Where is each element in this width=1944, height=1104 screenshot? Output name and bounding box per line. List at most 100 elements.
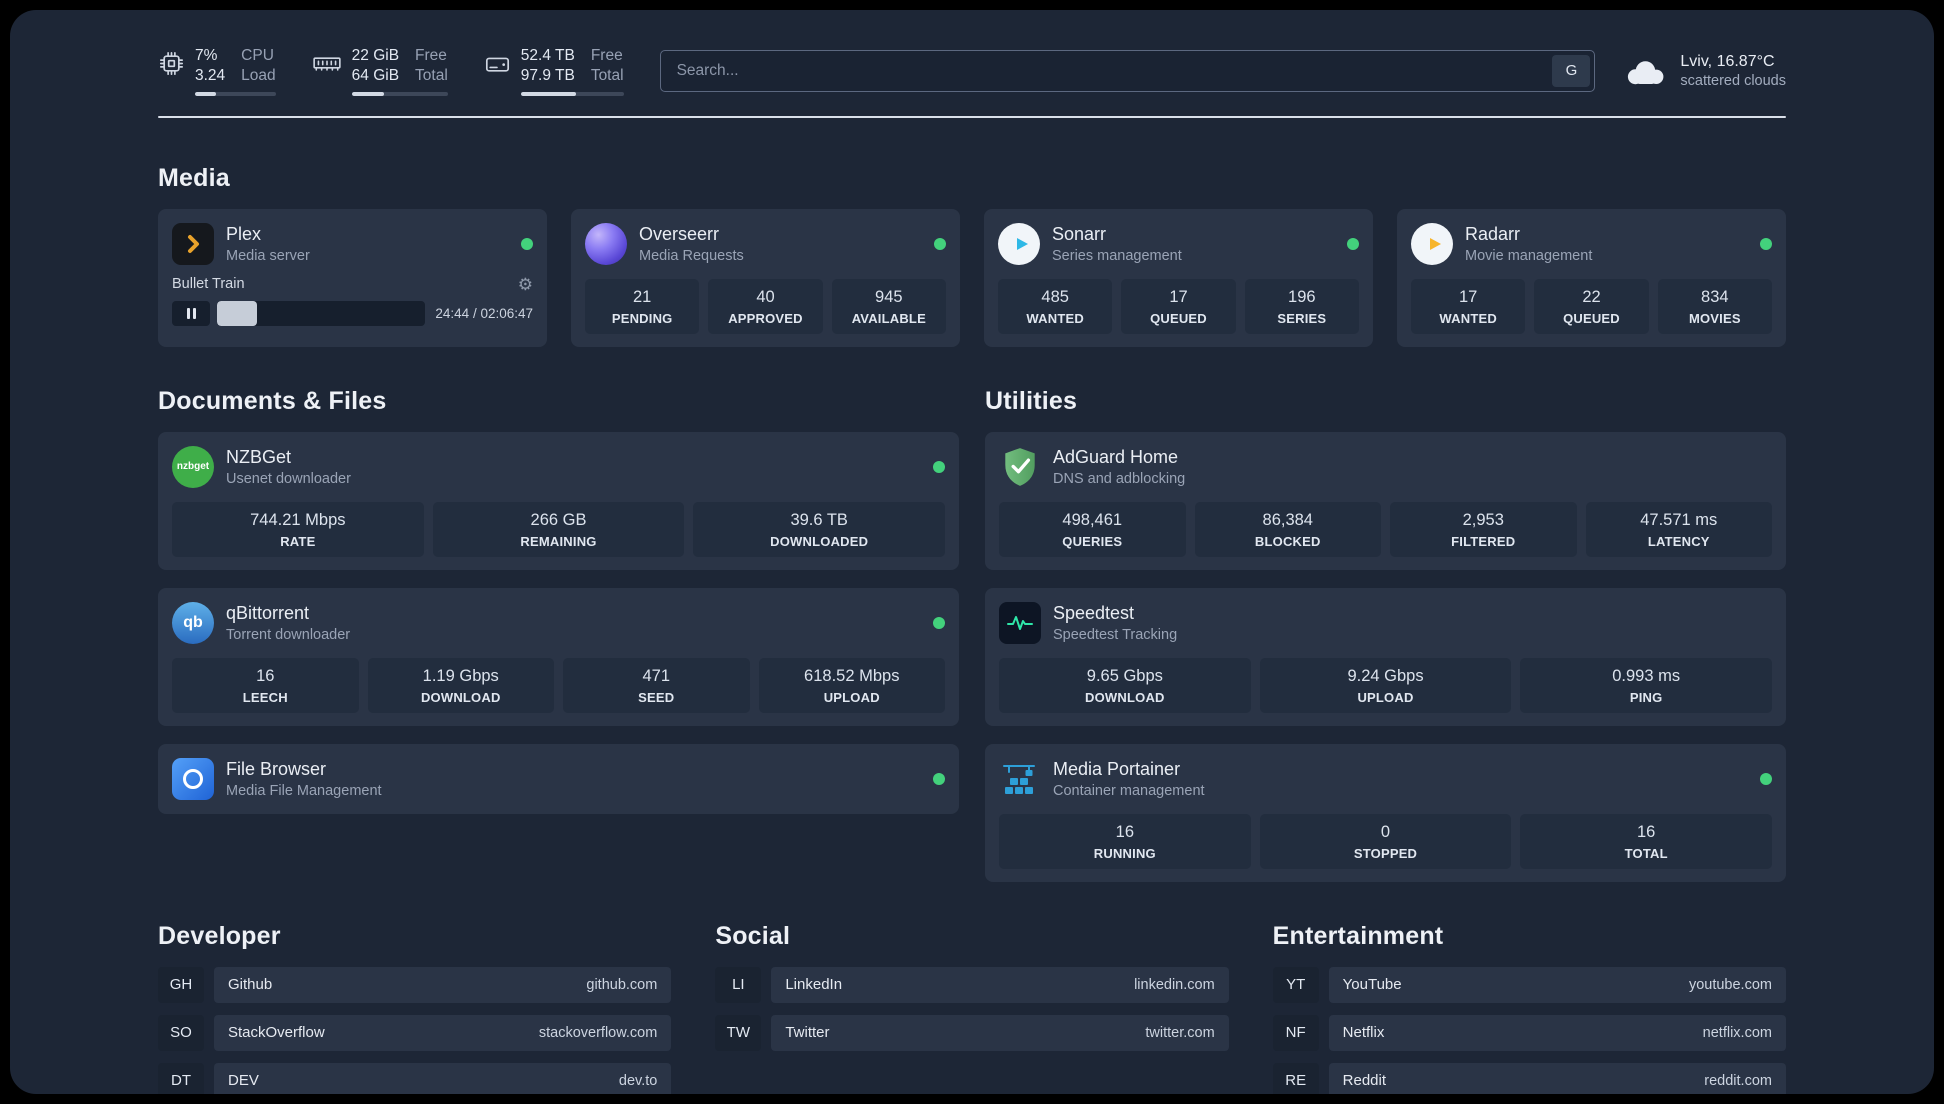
section-documents: Documents & Files nzbget NZBGet Usenet d… [158, 387, 959, 814]
bookmark-youtube[interactable]: YT YouTube youtube.com [1272, 966, 1786, 1003]
plex-icon [172, 222, 214, 265]
radarr-icon [1411, 222, 1453, 265]
bookmark-link[interactable]: LinkedIn linkedin.com [771, 966, 1229, 1003]
cpu-widget: 7% 3.24 CPU Load [158, 46, 276, 96]
stat-tile: 22 QUEUED [1534, 278, 1649, 334]
speedtest-icon [999, 601, 1041, 644]
bookmark-abbr: GH [158, 966, 204, 1003]
topbar-divider [158, 115, 1786, 118]
settings-gear-icon[interactable]: ⚙ [517, 274, 533, 294]
bookmark-abbr: SO [158, 1014, 204, 1051]
bookmark-github[interactable]: GH Github github.com [158, 966, 672, 1003]
stat-tile: 0 STOPPED [1259, 813, 1512, 869]
disk-icon [485, 57, 509, 72]
cpu-values: 7% 3.24 [195, 47, 226, 85]
bookmark-abbr: NF [1272, 1014, 1319, 1051]
cpu-progress-bar [195, 91, 276, 96]
card-qbittorrent[interactable]: qb qBittorrent Torrent downloader 16 LEEC… [158, 587, 959, 726]
pause-button[interactable] [172, 300, 210, 326]
bookmark-reddit[interactable]: RE Reddit reddit.com [1272, 1062, 1786, 1094]
search-bar: G [659, 49, 1596, 92]
card-plex[interactable]: Plex Media server Bullet Train ⚙ 24:44 /… [158, 208, 547, 347]
dashboard-content: 7% 3.24 CPU Load [10, 10, 1934, 1094]
stat-tile: 618.52 Mbps UPLOAD [758, 657, 945, 713]
stat-tile: 9.24 Gbps UPLOAD [1259, 657, 1512, 713]
filebrowser-icon [172, 757, 214, 800]
service-subtitle: Movie management [1465, 247, 1593, 264]
bookmark-link[interactable]: Github github.com [214, 966, 672, 1003]
stat-tile: 17 WANTED [1411, 278, 1526, 334]
search-input[interactable] [659, 49, 1596, 92]
stat-tile: 16 TOTAL [1520, 813, 1773, 869]
service-name: Speedtest [1053, 602, 1135, 623]
search-provider-button[interactable]: G [1552, 54, 1591, 87]
card-speedtest[interactable]: Speedtest Speedtest Tracking 9.65 Gbps DO… [985, 587, 1786, 726]
card-filebrowser[interactable]: File Browser Media File Management [158, 743, 959, 814]
bookmark-link[interactable]: Reddit reddit.com [1328, 1062, 1786, 1094]
service-subtitle: Media Requests [639, 247, 744, 264]
stat-tile: 2,953 FILTERED [1390, 501, 1577, 557]
stat-tile: 40 APPROVED [708, 278, 823, 334]
card-adguard[interactable]: AdGuard Home DNS and adblocking 498,461 Q… [985, 431, 1786, 570]
stat-tile: 744.21 Mbps RATE [172, 501, 424, 557]
service-name: Media Portainer [1053, 758, 1181, 779]
weather-location: Lviv, 16.87°C [1680, 52, 1775, 70]
stat-tile: 266 GB REMAINING [432, 501, 685, 557]
card-nzbget[interactable]: nzbget NZBGet Usenet downloader 744.21 M… [158, 431, 959, 570]
cloud-icon [1628, 61, 1664, 85]
card-portainer[interactable]: Media Portainer Container management 16 R… [985, 743, 1786, 882]
card-sonarr[interactable]: Sonarr Series management 485 WANTED 17 QUE… [984, 208, 1373, 347]
stat-tile: 834 MOVIES [1657, 278, 1772, 334]
dashboard-frame: 7% 3.24 CPU Load [10, 10, 1934, 1094]
sonarr-icon [998, 222, 1040, 265]
bookmark-link[interactable]: StackOverflow stackoverflow.com [214, 1014, 672, 1051]
section-title-documents: Documents & Files [158, 386, 387, 415]
cpu-labels: CPU Load [241, 47, 276, 85]
bookmark-linkedin[interactable]: LI LinkedIn linkedin.com [715, 966, 1229, 1003]
status-dot [1760, 772, 1772, 785]
section-title-entertainment: Entertainment [1272, 921, 1444, 950]
stat-tile: 0.993 ms PING [1520, 657, 1773, 713]
service-name: Plex [226, 223, 262, 244]
service-name: Radarr [1465, 223, 1521, 244]
bookmark-link[interactable]: Twitter twitter.com [771, 1014, 1229, 1051]
service-subtitle: Media File Management [226, 782, 382, 799]
status-dot [1347, 237, 1359, 250]
service-name: File Browser [226, 758, 327, 779]
section-developer: Developer GH Github github.com SO StackO… [158, 922, 672, 1094]
disk-widget: 52.4 TB 97.9 TB Free Total [484, 46, 624, 96]
status-dot [934, 237, 946, 250]
card-radarr[interactable]: Radarr Movie management 17 WANTED 22 QUEUE… [1397, 208, 1786, 347]
stat-tile: 16 RUNNING [999, 813, 1251, 869]
playback-progress-bar[interactable] [217, 300, 426, 326]
bookmark-twitter[interactable]: TW Twitter twitter.com [715, 1014, 1229, 1051]
status-dot [933, 772, 945, 785]
stat-tile: 471 SEED [563, 657, 750, 713]
bookmark-link[interactable]: YouTube youtube.com [1328, 966, 1786, 1003]
section-title-utilities: Utilities [985, 386, 1078, 415]
service-subtitle: Container management [1053, 782, 1205, 799]
memory-progress-bar [351, 91, 448, 96]
bookmark-dev[interactable]: DT DEV dev.to [158, 1062, 672, 1094]
bookmark-stackoverflow[interactable]: SO StackOverflow stackoverflow.com [158, 1014, 672, 1051]
bookmark-link[interactable]: Netflix netflix.com [1328, 1014, 1786, 1051]
bookmark-netflix[interactable]: NF Netflix netflix.com [1272, 1014, 1786, 1051]
nzbget-icon: nzbget [172, 445, 214, 488]
stat-tile: 945 AVAILABLE [831, 278, 946, 334]
stat-tile: 485 WANTED [998, 278, 1113, 334]
service-name: Overseerr [639, 223, 720, 244]
bookmark-link[interactable]: DEV dev.to [214, 1062, 672, 1094]
bookmark-abbr: DT [158, 1062, 204, 1094]
qbittorrent-icon: qb [172, 601, 214, 644]
service-name: AdGuard Home [1053, 446, 1179, 467]
stat-tile: 17 QUEUED [1121, 278, 1236, 334]
stat-tile: 16 LEECH [172, 657, 359, 713]
weather-widget: Lviv, 16.87°C scattered clouds [1621, 53, 1786, 89]
adguard-icon [999, 446, 1041, 488]
stat-tile: 21 PENDING [585, 278, 700, 334]
card-overseerr[interactable]: Overseerr Media Requests 21 PENDING 40 APP… [571, 208, 960, 347]
media-player: 24:44 / 02:06:47 [172, 300, 533, 326]
section-media: Media Plex Media server Bullet Train ⚙ [158, 164, 1786, 347]
service-subtitle: Torrent downloader [226, 626, 351, 643]
portainer-icon [999, 758, 1041, 800]
